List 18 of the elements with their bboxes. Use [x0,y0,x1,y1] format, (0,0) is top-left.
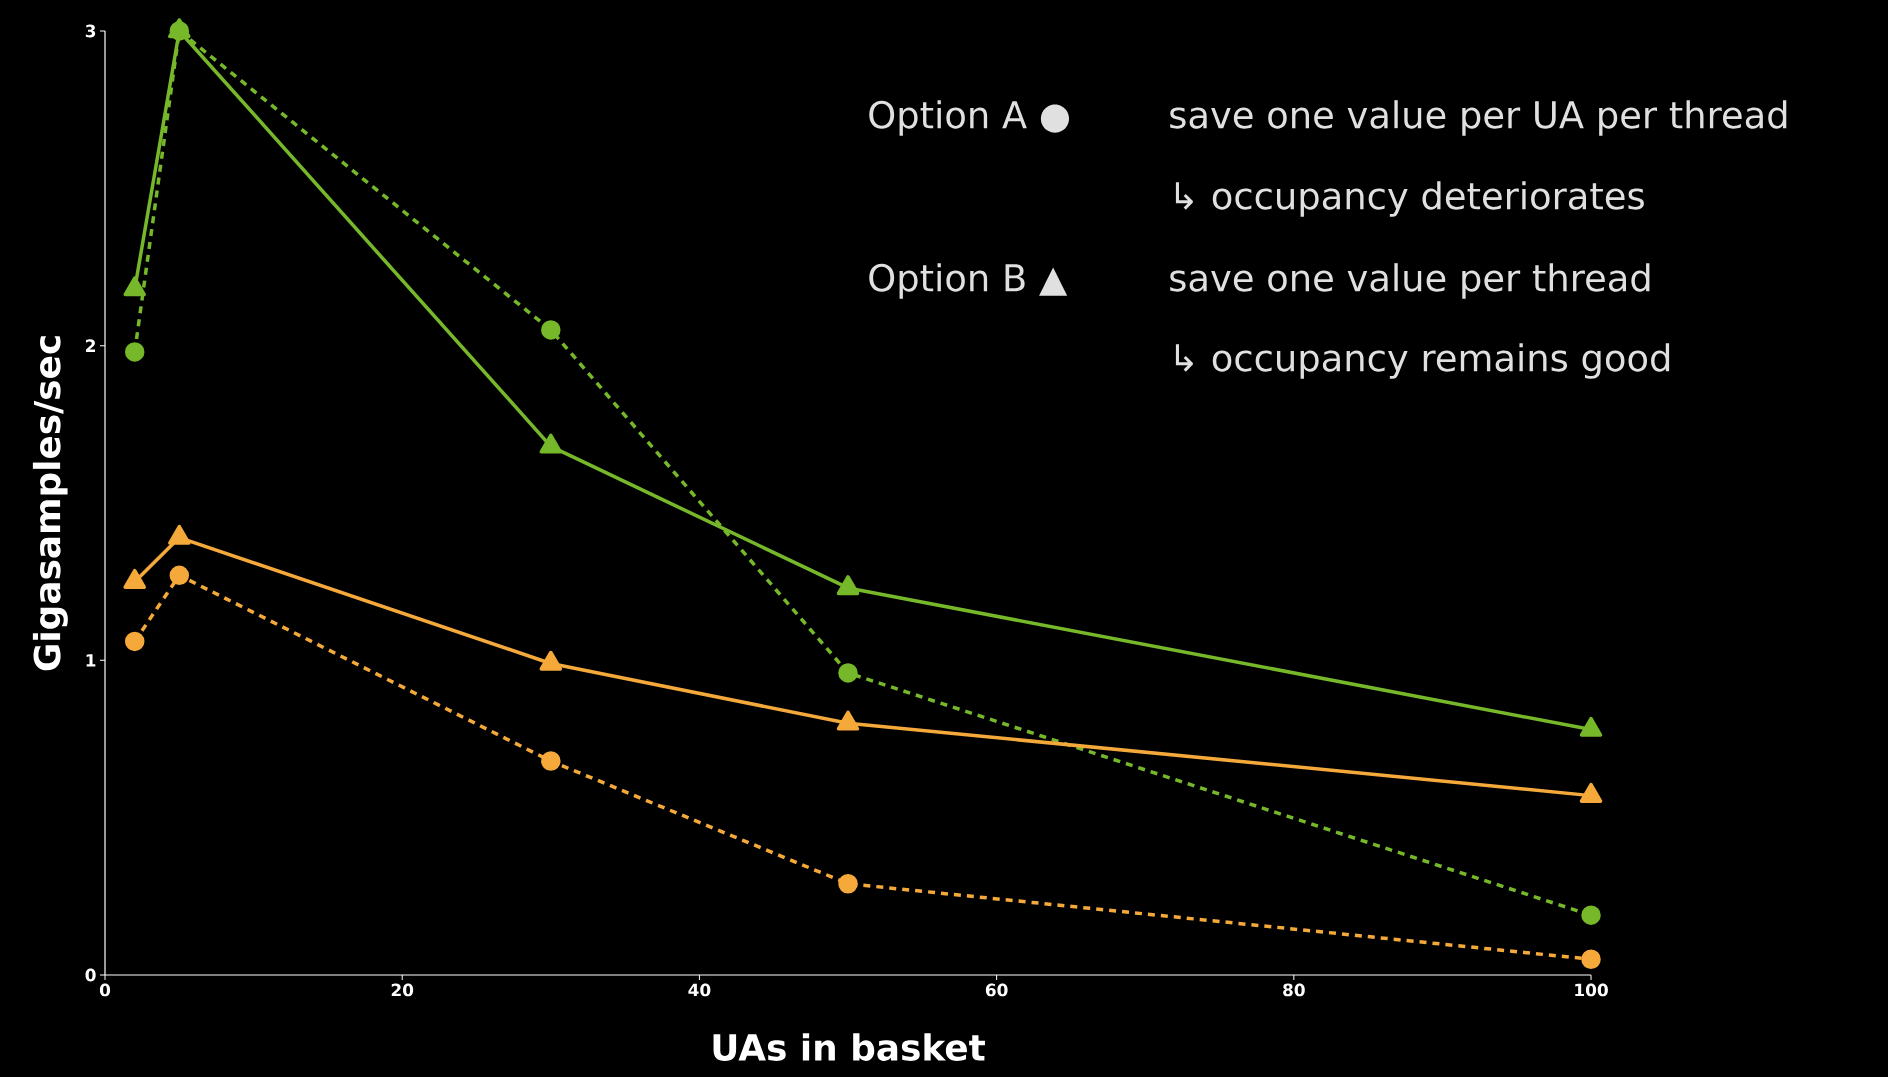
annotation: ↳ occupancy remains good [1175,343,1670,379]
y-tick-label: 0 [85,968,96,982]
x-tick-label: 80 [1283,983,1305,997]
y-tick-label: 2 [86,339,96,352]
x-axis-title: UAs in basket [713,1033,985,1061]
annotation: Option B ▲ [869,263,1068,299]
x-tick-label: 0 [99,983,111,997]
annotation: ↳ occupancy deteriorates [1175,181,1644,217]
annotation: Option A ● [869,100,1070,136]
y-tick-label: 3 [85,24,96,38]
x-tick-label: 20 [391,983,414,997]
x-tick-label: 60 [985,983,1008,997]
annotation: save one value per thread [1170,263,1650,299]
y-axis-title: Gigasamples/sec [32,336,68,671]
x-tick-label: 100 [1575,983,1608,997]
annotation: save one value per UA per thread [1170,100,1787,136]
y-tick-label: 1 [86,654,96,667]
x-tick-label: 40 [688,983,711,997]
